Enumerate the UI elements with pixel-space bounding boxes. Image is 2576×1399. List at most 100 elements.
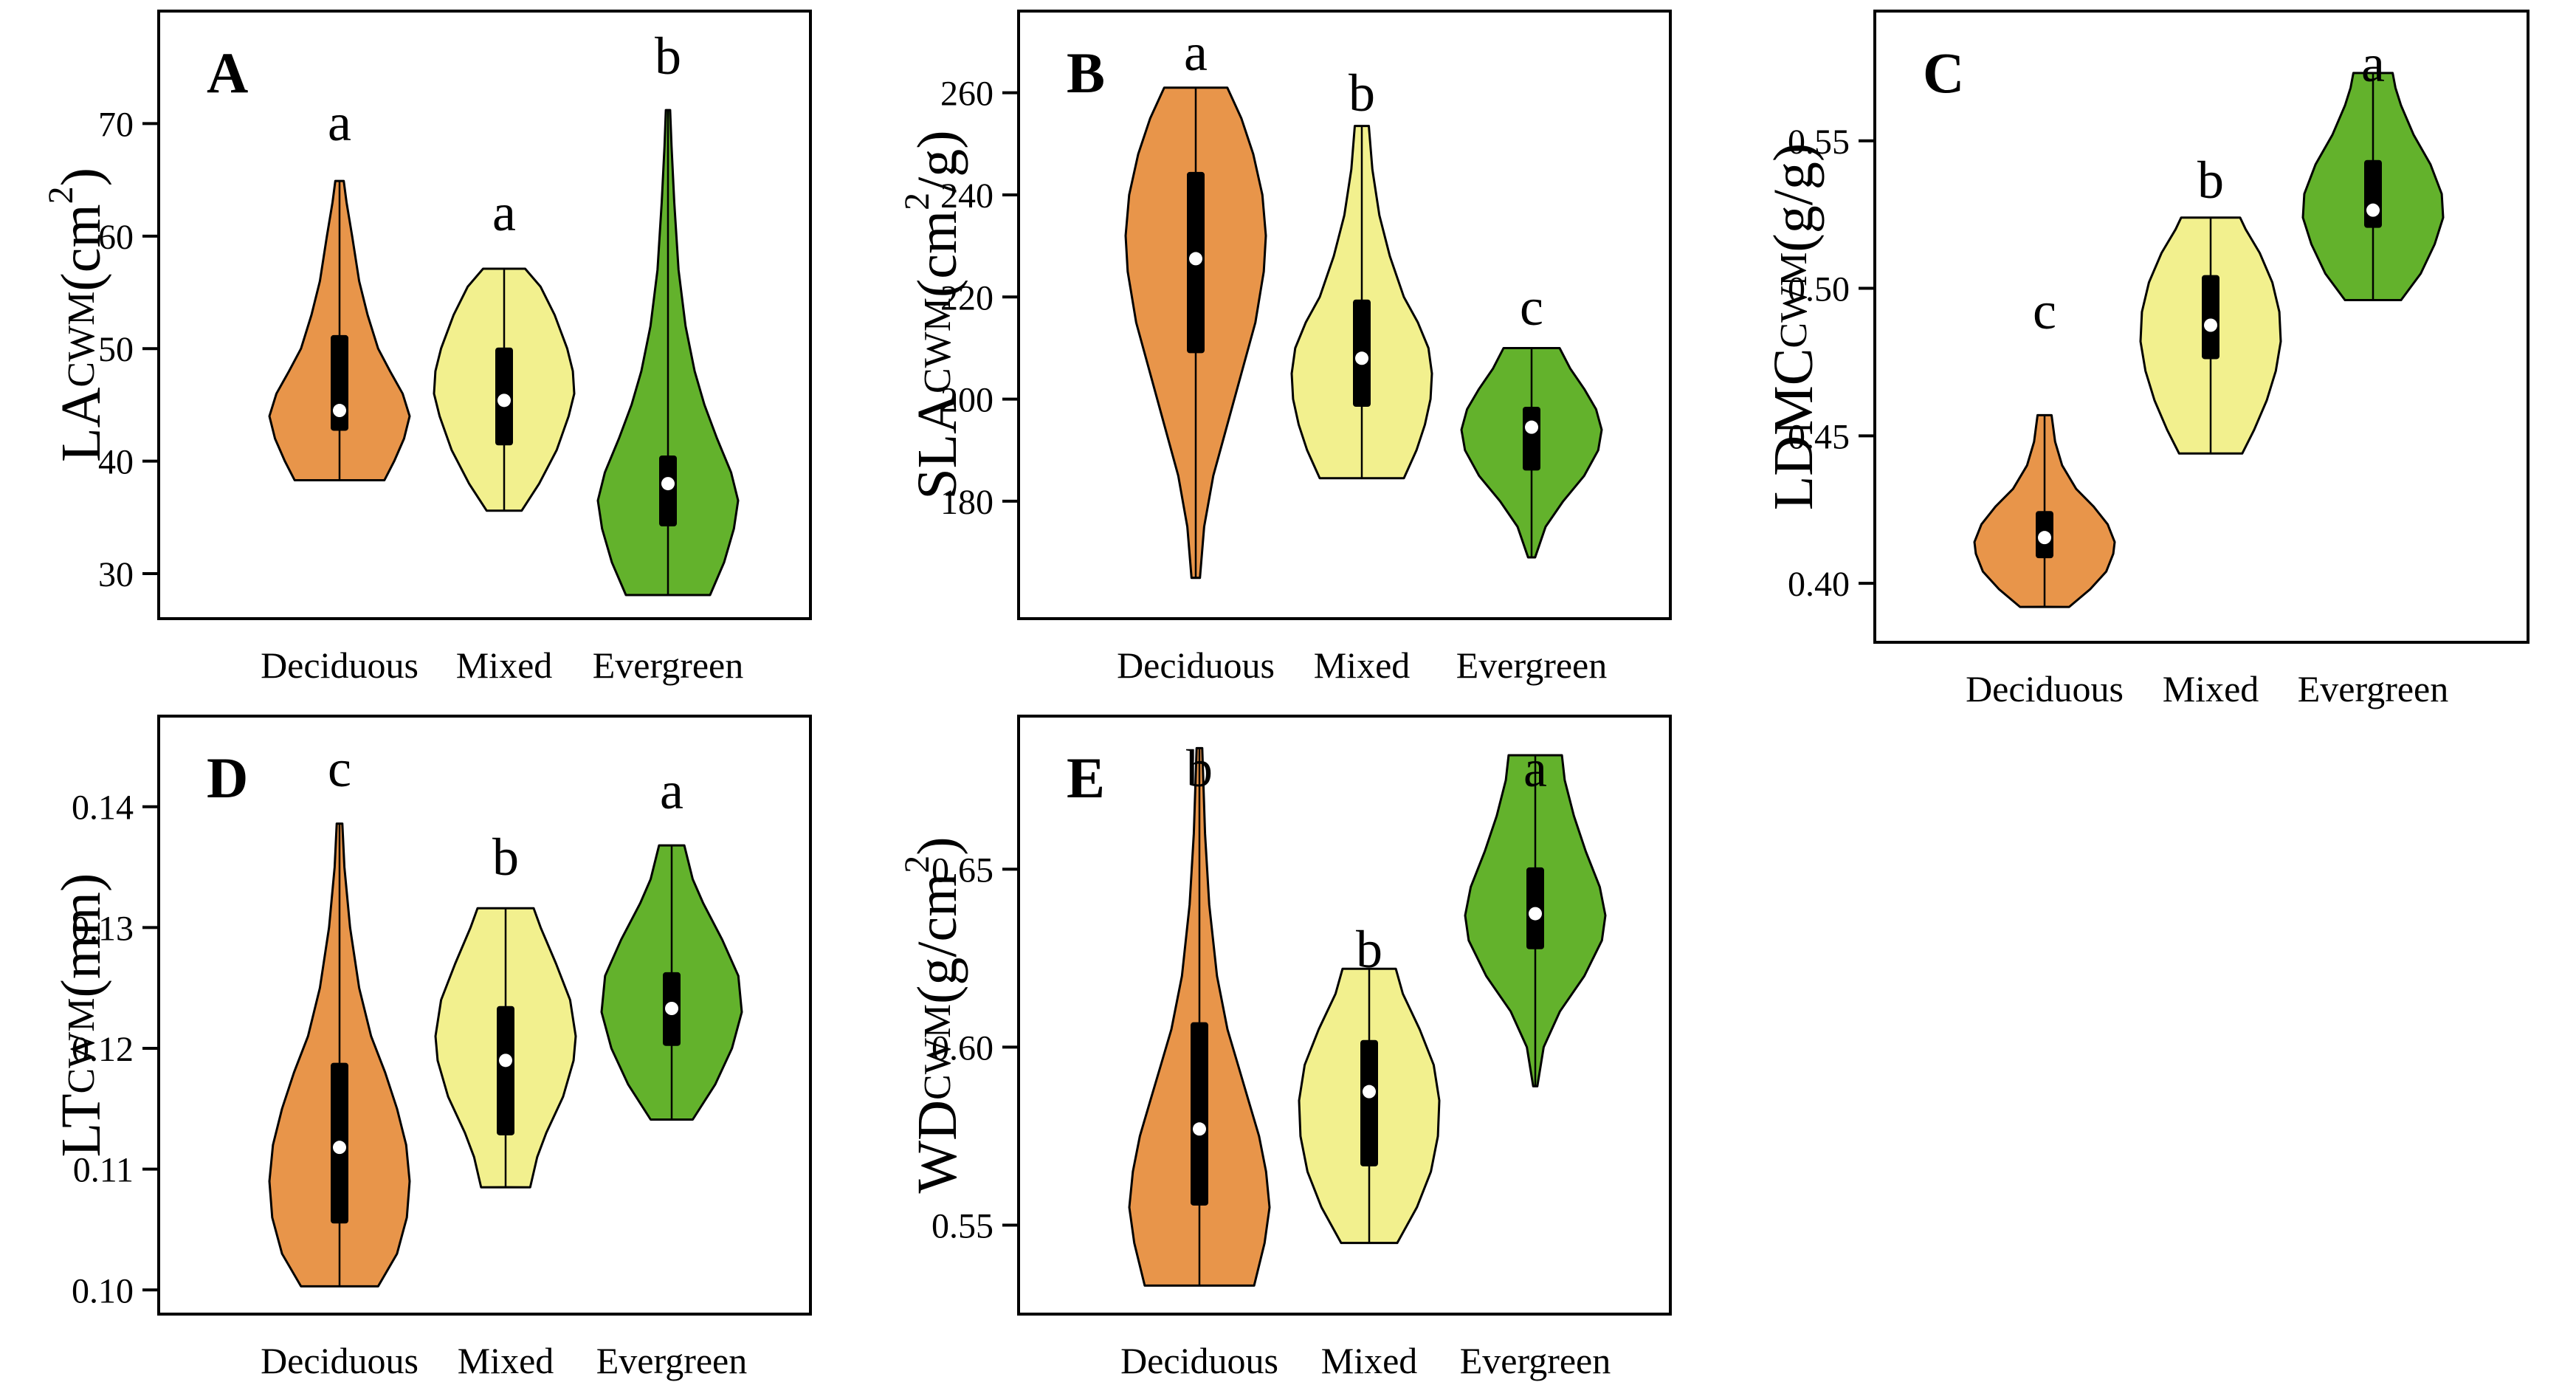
panel-label: A xyxy=(207,41,248,105)
y-tick-label: 260 xyxy=(940,75,993,114)
y-tick-label: 0.65 xyxy=(931,850,993,890)
significance-letter: a xyxy=(328,93,351,152)
median-point xyxy=(1525,420,1538,434)
x-tick-label: Evergreen xyxy=(593,644,744,686)
y-tick-label: 60 xyxy=(98,218,134,257)
x-tick-label: Deciduous xyxy=(261,1340,419,1381)
panel-label: C xyxy=(1923,41,1964,105)
y-tick-label: 40 xyxy=(98,443,134,482)
x-tick-label: Evergreen xyxy=(1460,1340,1611,1381)
significance-letter: a xyxy=(660,761,683,820)
x-tick-label: Evergreen xyxy=(596,1340,748,1381)
y-tick-label: 0.45 xyxy=(1788,417,1850,456)
median-point xyxy=(1529,907,1542,921)
y-tick-label: 0.10 xyxy=(72,1271,134,1310)
significance-letter: c xyxy=(1520,278,1543,337)
median-point xyxy=(661,477,675,491)
x-tick-label: Mixed xyxy=(458,1340,554,1381)
y-tick-label: 0.13 xyxy=(72,909,134,948)
significance-letter: b xyxy=(2197,151,2224,210)
significance-letter: b xyxy=(1356,920,1382,979)
y-tick-label: 0.55 xyxy=(931,1206,993,1245)
y-tick-label: 180 xyxy=(940,483,993,522)
significance-letter: a xyxy=(1184,23,1208,82)
median-point xyxy=(1193,1122,1206,1136)
significance-letter: b xyxy=(655,27,681,86)
y-axis-title: SLACWM(cm2/g) xyxy=(898,130,969,499)
violin-mixed: Mixed b xyxy=(1298,920,1441,1381)
panel-label: E xyxy=(1067,746,1105,810)
panel-E: E0.550.600.65WDCWM(g/cm2)DeciduousbMixed… xyxy=(898,715,1672,1381)
y-tick-label: 50 xyxy=(98,330,134,369)
panel-A: A 30 40 50 60 70 LACWM(cm2) Deciduous a Mixed a Eve… xyxy=(41,10,812,686)
violin-deciduous: Deciduous c xyxy=(1966,281,2124,709)
y-tick-label: 70 xyxy=(98,105,134,144)
x-tick-label: Evergreen xyxy=(2298,668,2449,709)
iqr-box xyxy=(659,456,677,527)
significance-letter: c xyxy=(2033,281,2056,340)
y-axis-title: LTCWM(mm) xyxy=(50,873,112,1158)
violin-deciduous: Deciduous a xyxy=(261,93,419,686)
significance-letter: a xyxy=(1523,739,1547,798)
significance-letter: b xyxy=(1186,739,1213,798)
y-tick-label: 0.55 xyxy=(1788,123,1850,162)
median-point xyxy=(1363,1085,1376,1099)
iqr-box xyxy=(1523,406,1540,471)
y-tick-label: 0.12 xyxy=(72,1030,134,1069)
iqr-box xyxy=(1191,1022,1208,1206)
violin-mixed: Mixed b xyxy=(434,828,577,1381)
median-point xyxy=(665,1002,678,1015)
plot-frame xyxy=(157,10,812,620)
violin-deciduous: Deciduous a xyxy=(1117,23,1275,686)
y-tick-label: 0.60 xyxy=(931,1028,993,1068)
x-tick-label: Evergreen xyxy=(1456,644,1608,686)
plot-frame xyxy=(1017,715,1672,1316)
panel-B: B 180 200 220 240 260 SLACWM(cm2/g) Deciduous a M… xyxy=(898,10,1672,686)
median-point xyxy=(499,1053,512,1068)
y-axis-title: LACWM(cm2) xyxy=(41,168,113,462)
median-point xyxy=(2366,203,2380,217)
y-tick-label: 0.40 xyxy=(1788,565,1850,604)
median-point xyxy=(1355,351,1368,365)
y-axis-title: LDMCCWM(g/g) xyxy=(1763,143,1825,510)
violin-evergreen: Evergreen a xyxy=(596,761,748,1381)
panel-label: D xyxy=(207,746,248,810)
x-tick-label: Deciduous xyxy=(1117,644,1275,686)
plot-frame xyxy=(157,715,812,1316)
plot-frame xyxy=(1873,10,2529,644)
y-tick-label: 0.14 xyxy=(72,788,134,828)
significance-letter: b xyxy=(1349,63,1375,123)
violin-evergreen: Evergreen a xyxy=(1460,739,1611,1381)
panel-label: B xyxy=(1067,41,1105,105)
y-tick-label: 0.50 xyxy=(1788,270,1850,309)
x-tick-label: Deciduous xyxy=(1120,1340,1278,1381)
panel-D: D 0.10 0.11 0.12 0.13 0.14 LTCWM(mm) Deciduous c… xyxy=(50,715,812,1381)
significance-letter: a xyxy=(492,183,516,242)
violin-mixed: Mixed b xyxy=(1290,63,1433,686)
median-point xyxy=(333,1141,346,1155)
median-point xyxy=(1189,252,1202,266)
x-tick-label: Mixed xyxy=(456,644,553,686)
y-axis-title: WDCWM(g/cm2) xyxy=(898,836,969,1193)
violin-evergreen: Evergreen b xyxy=(593,27,744,686)
median-point xyxy=(2204,318,2217,332)
violin-evergreen: Evergreen c xyxy=(1456,278,1608,686)
median-point xyxy=(497,393,511,408)
violin-mixed: Mixed a xyxy=(433,183,576,686)
iqr-box xyxy=(2202,275,2219,360)
iqr-box xyxy=(2364,159,2382,228)
significance-letter: a xyxy=(2361,34,2385,93)
median-point xyxy=(333,404,346,418)
iqr-box xyxy=(1360,1039,1378,1166)
iqr-box xyxy=(497,1006,514,1135)
x-tick-label: Mixed xyxy=(2163,668,2259,709)
y-tick-label: 220 xyxy=(940,278,993,317)
y-tick-label: 0.11 xyxy=(73,1151,134,1190)
x-tick-label: Deciduous xyxy=(261,644,419,686)
violin-deciduous: Deciduous c xyxy=(261,739,419,1381)
violin-evergreen: Evergreen a xyxy=(2298,34,2449,709)
x-tick-label: Mixed xyxy=(1321,1340,1418,1381)
median-point xyxy=(2038,531,2051,545)
